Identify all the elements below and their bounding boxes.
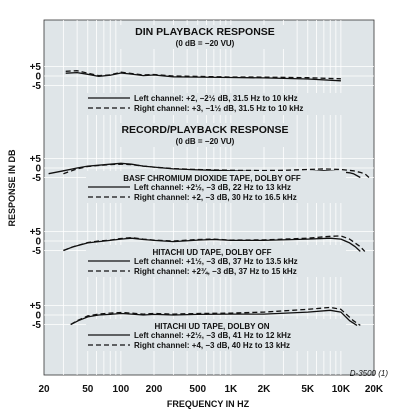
x-tick-label: 20K	[365, 384, 384, 395]
section-title-background	[120, 25, 290, 49]
plot-area: Left channel: +2, −2½ dB, 31.5 Hz to 10 …	[48, 70, 370, 351]
figure-tag: D-3500 (1)	[350, 369, 389, 378]
legend-label: Right channel: +2, −3 dB, 30 Hz to 16.5 …	[134, 193, 297, 202]
series-line-right	[63, 235, 366, 252]
y-tick-label: -5	[32, 81, 41, 92]
panel-title: HITACHI UD TAPE, DOLBY ON	[154, 322, 269, 331]
y-tick-label: +5	[30, 154, 42, 165]
panel-title: HITACHI UD TAPE, DOLBY OFF	[152, 248, 271, 257]
y-tick-label: 0	[35, 237, 41, 248]
x-tick-label: 2K	[258, 384, 272, 395]
series-line-right	[63, 163, 370, 178]
y-axis: +50-5+50-5+50-5+50-5	[30, 62, 42, 331]
legend-label: Right channel: +3, −1½ dB, 31.5 Hz to 10…	[134, 104, 303, 113]
section-title: RECORD/PLAYBACK RESPONSE	[121, 124, 288, 136]
y-tick-label: -5	[32, 173, 41, 184]
section-title-background	[120, 123, 290, 147]
y-tick-label: +5	[30, 301, 42, 312]
section-title: DIN PLAYBACK RESPONSE	[135, 26, 275, 38]
y-tick-label: +5	[30, 62, 42, 73]
series-line-left	[70, 309, 358, 326]
series-line-right	[65, 70, 341, 80]
x-tick-label: 200	[146, 384, 163, 395]
y-tick-label: +5	[30, 227, 42, 238]
legend-label: Right channel: +4, −3 dB, 40 Hz to 13 kH…	[134, 341, 290, 350]
legend-background	[86, 93, 346, 115]
legend-label: Left channel: +1½, −3 dB, 37 Hz to 13.5 …	[134, 257, 298, 266]
section-titles: DIN PLAYBACK RESPONSE(0 dB = −20 VU)RECO…	[120, 25, 290, 147]
legend-label: Right channel: +2¾, −3 dB, 37 Hz to 15 k…	[134, 267, 297, 276]
y-tick-label: -5	[32, 320, 41, 331]
x-tick-label: 20	[38, 384, 50, 395]
x-tick-label: 100	[113, 384, 130, 395]
series-line-right	[70, 306, 361, 326]
legend-label: Left channel: +2½, −3 dB, 41 Hz to 12 kH…	[134, 331, 291, 340]
x-axis-label: FREQUENCY IN HZ	[167, 399, 250, 409]
x-tick-label: 500	[189, 384, 206, 395]
panel-title: BASF CHROMIUM DIOXIDE TAPE, DOLBY OFF	[123, 174, 301, 183]
y-tick-label: 0	[35, 72, 41, 83]
y-tick-label: 0	[35, 311, 41, 322]
x-axis: 20 50 100 200 500 1K 2K 5K 10K 20K	[38, 384, 384, 395]
legend-label: Left channel: +2, −2½ dB, 31.5 Hz to 10 …	[134, 94, 298, 103]
series-line-left	[65, 71, 341, 82]
x-tick-label: 50	[82, 384, 94, 395]
x-tick-label: 5K	[301, 384, 315, 395]
section-subtitle: (0 dB = −20 VU)	[176, 39, 235, 48]
x-tick-label: 10K	[332, 384, 351, 395]
y-tick-label: -5	[32, 246, 41, 257]
x-tick-label: 1K	[224, 384, 238, 395]
section-subtitle: (0 dB = −20 VU)	[176, 137, 235, 146]
legend-label: Left channel: +2½, −3 dB, 22 Hz to 13 kH…	[134, 183, 291, 192]
y-axis-label: RESPONSE IN DB	[7, 149, 17, 227]
y-tick-label: 0	[35, 164, 41, 175]
